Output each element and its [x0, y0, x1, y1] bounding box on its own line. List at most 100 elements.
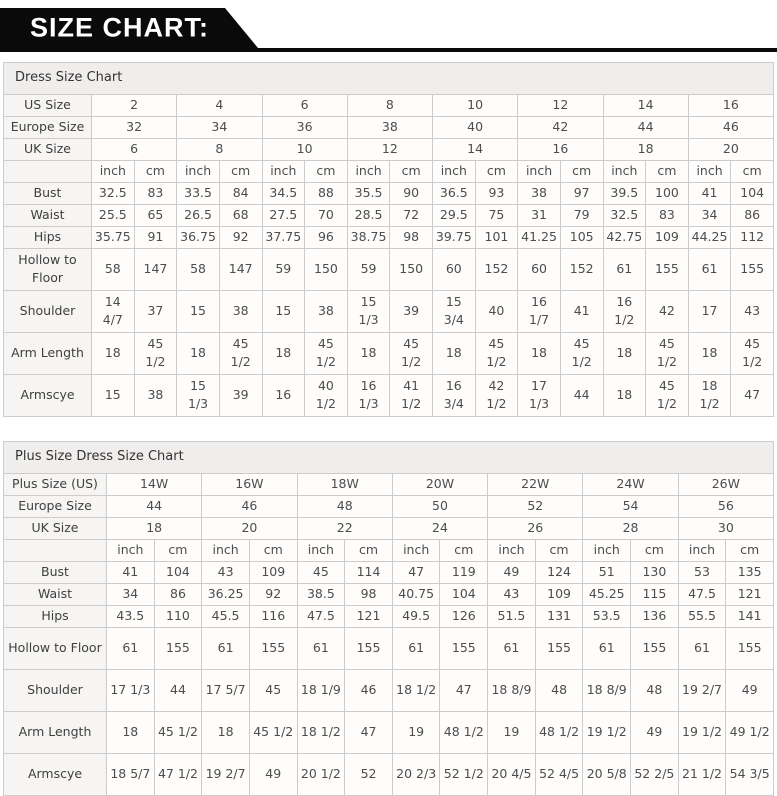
measurement-value-cell: 53.5: [582, 604, 632, 628]
unit-header-cell: cm: [730, 159, 774, 183]
measurement-value-cell: 18: [201, 710, 250, 754]
size-value-cell: 22: [296, 516, 393, 540]
measurement-value-cell: 119: [439, 560, 489, 584]
dress-size-chart-table: Dress Size Chart US Size 2 4 6 8 10 12 14 16 Europ…: [3, 62, 775, 417]
table-title: Dress Size Chart: [3, 62, 774, 95]
size-value-cell: 14: [431, 137, 519, 161]
measurement-value-cell: 93: [474, 181, 519, 205]
measurement-value-cell: 17 5/7: [201, 668, 250, 712]
measurement-value-cell: 155: [534, 626, 584, 670]
measurement-value-cell: 17 1/3: [106, 668, 155, 712]
measurement-value-cell: 41: [687, 181, 732, 205]
measurement-value-cell: 36.25: [201, 582, 250, 606]
measurement-value-cell: 35.75: [91, 225, 135, 249]
measurement-row: Bust 32.5 83 33.5 84 34.5 88 35.5 90 36.5 93 38 97 39…: [3, 181, 774, 205]
measurement-value-cell: 18: [176, 331, 220, 375]
measurement-value-cell: 18: [432, 331, 476, 375]
measurement-value-cell: 39.5: [602, 181, 647, 205]
measurement-row: Armscye 18 5/7 47 1/2 19 2/7 49 20 1/2 52 20 2/…: [3, 752, 774, 796]
unit-header-cell: cm: [248, 538, 298, 562]
measurement-value-cell: 20 4/5: [487, 752, 536, 796]
measurement-value-cell: 40.75: [391, 582, 441, 606]
measurement-value-cell: 109: [248, 560, 298, 584]
measurement-value-cell: 61: [391, 626, 441, 670]
measurement-value-cell: 155: [725, 626, 774, 670]
size-value-cell: 46: [201, 494, 298, 518]
size-value-cell: 22W: [487, 472, 584, 496]
measurement-value-cell: 58: [91, 247, 135, 291]
measurement-value-cell: 60: [432, 247, 476, 291]
measurement-value-cell: 92: [248, 582, 298, 606]
size-row: UK Size 18 20 22 24 26 28 30: [3, 516, 775, 540]
row-label: UK Size: [3, 516, 107, 540]
banner-black-shape: [0, 8, 258, 48]
measurement-row: Armscye 15 38 15 1/3 39 16 40 1/2 16 1/3 41 1/2 1…: [3, 373, 774, 417]
measurement-value-cell: 152: [474, 247, 519, 291]
unit-header-cell: cm: [389, 159, 433, 183]
size-value-cell: 14: [602, 93, 689, 117]
measurement-value-cell: 16 3/4: [432, 373, 476, 417]
size-value-cell: 2: [90, 93, 178, 117]
measurement-value-cell: 34: [687, 203, 732, 227]
unit-header-cell: inch: [91, 159, 135, 183]
measurement-row: Arm Length 18 45 1/2 18 45 1/2 18 1/2 47 19 48 1…: [3, 710, 774, 754]
measurement-value-cell: 86: [153, 582, 203, 606]
measurement-value-cell: 28.5: [346, 203, 391, 227]
measurement-value-cell: 88: [304, 181, 348, 205]
measurement-value-cell: 27.5: [261, 203, 306, 227]
measurement-row: Hollow to Floor 61 155 61 155 61 155 61 155 61 155…: [3, 626, 774, 670]
measurement-value-cell: 47.5: [677, 582, 727, 606]
size-value-cell: 16: [687, 93, 775, 117]
measurement-value-cell: 61: [106, 626, 155, 670]
measurement-value-cell: 18: [517, 331, 561, 375]
measurement-value-cell: 155: [344, 626, 393, 670]
unit-header-cell: cm: [218, 159, 263, 183]
measurement-value-cell: 41: [559, 289, 604, 333]
unit-header-cell: cm: [630, 538, 679, 562]
measurement-value-cell: 36.5: [432, 181, 476, 205]
unit-header-cell: cm: [304, 159, 348, 183]
size-value-cell: 36: [261, 115, 348, 139]
size-value-cell: 8: [176, 137, 263, 161]
measurement-value-cell: 37: [133, 289, 178, 333]
measurement-value-cell: 16 1/3: [346, 373, 391, 417]
measurement-value-cell: 18 8/9: [582, 668, 632, 712]
measurement-value-cell: 17 1/3: [517, 373, 561, 417]
size-value-cell: 6: [261, 93, 348, 117]
measurement-value-cell: 47: [344, 710, 393, 754]
measurement-value-cell: 124: [534, 560, 584, 584]
measurement-row: Bust 41 104 43 109 45 114 47 119 49 124 51 130 53 135: [3, 560, 774, 584]
measurement-value-cell: 18: [106, 710, 155, 754]
measurement-value-cell: 15: [261, 289, 306, 333]
measurement-value-cell: 112: [730, 225, 774, 249]
measurement-value-cell: 98: [389, 225, 433, 249]
size-value-cell: 6: [90, 137, 178, 161]
measurement-value-cell: 38: [517, 181, 561, 205]
measurement-value-cell: 150: [389, 247, 433, 291]
size-value-cell: 16W: [201, 472, 298, 496]
measurement-value-cell: 42 1/2: [474, 373, 519, 417]
measurement-value-cell: 48 1/2: [439, 710, 489, 754]
size-row: Europe Size 32 34 36 38 40 42 44 46: [3, 115, 775, 139]
measurement-value-cell: 52: [344, 752, 393, 796]
measurement-value-cell: 15 3/4: [432, 289, 476, 333]
measurement-value-cell: 26.5: [176, 203, 220, 227]
measurement-value-cell: 16 1/2: [602, 289, 647, 333]
measurement-value-cell: 21 1/2: [677, 752, 727, 796]
measurement-value-cell: 42.75: [602, 225, 647, 249]
measurement-value-cell: 104: [439, 582, 489, 606]
measurement-value-cell: 19 2/7: [677, 668, 727, 712]
measurement-value-cell: 41: [106, 560, 155, 584]
header-banner: SIZE CHART:: [0, 0, 777, 52]
banner-divider-line: [0, 48, 777, 52]
size-value-cell: 24: [391, 516, 489, 540]
unit-header-row: inch cm inch cm inch cm inch cm inch cm inch cm inch…: [3, 159, 774, 183]
measurement-value-cell: 39: [218, 373, 263, 417]
measurement-value-cell: 19 2/7: [201, 752, 250, 796]
measurement-value-cell: 15: [91, 373, 135, 417]
measurement-value-cell: 58: [176, 247, 220, 291]
measurement-value-cell: 45 1/2: [389, 331, 433, 375]
measurement-value-cell: 45 1/2: [304, 331, 348, 375]
row-label: [3, 159, 92, 183]
measurement-value-cell: 116: [248, 604, 298, 628]
